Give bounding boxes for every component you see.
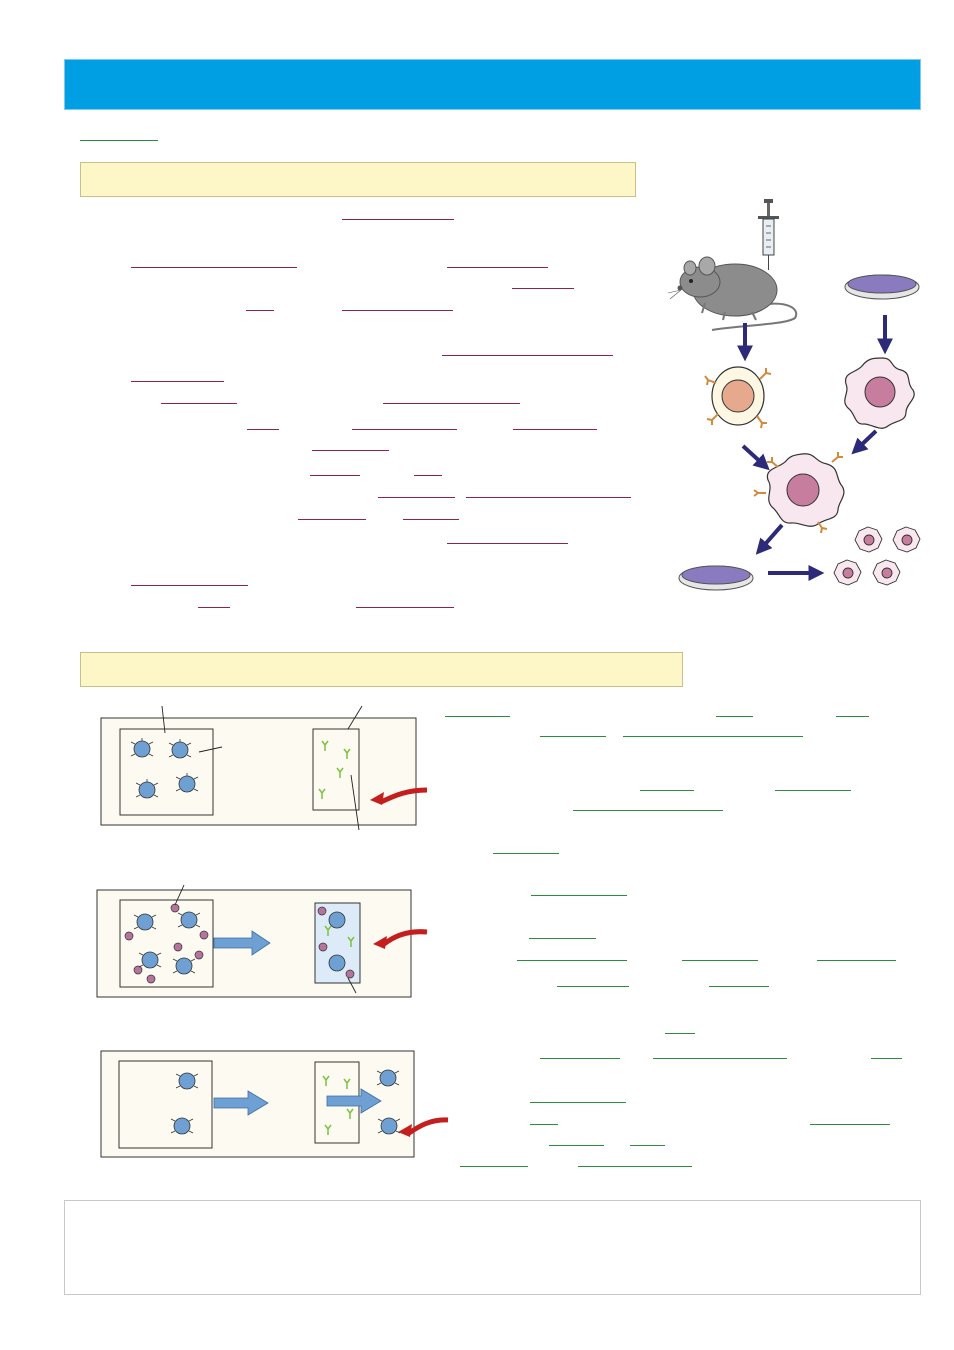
antibody-icon [318,740,351,799]
answer-blank[interactable] [871,1058,902,1059]
answer-blank[interactable] [665,1033,695,1034]
answer-blank[interactable] [447,267,548,268]
answer-blank[interactable] [836,716,869,717]
section-banner-producing [80,162,636,197]
answer-blank[interactable] [529,938,596,939]
section-banner-elisa [80,652,683,687]
answer-blank[interactable] [131,381,224,382]
answer-blank[interactable] [352,429,457,430]
answer-blank[interactable] [640,790,694,791]
answer-blank[interactable] [810,1124,890,1125]
petri-dish-icon [844,274,920,300]
answer-blank[interactable] [310,475,360,476]
answer-blank[interactable] [161,403,237,404]
answer-blank[interactable] [709,986,769,987]
elisa-panel-2 [96,884,428,998]
answer-blank[interactable] [517,960,627,961]
answer-blank[interactable] [342,219,454,220]
syringe-icon [758,199,779,270]
answer-blank[interactable] [298,519,366,520]
answer-blank[interactable] [198,607,230,608]
answer-blank[interactable] [716,716,753,717]
hybridoma-clones [833,526,921,586]
answer-blank[interactable] [653,1058,787,1059]
answer-blank[interactable] [578,1166,692,1167]
header-bar [64,59,921,110]
answer-blank[interactable] [540,736,606,737]
answer-blank[interactable] [342,310,453,311]
answer-blank[interactable] [573,810,723,811]
answer-blank[interactable] [447,543,568,544]
answer-blank[interactable] [131,267,297,268]
answer-blank[interactable] [466,497,631,498]
mouse-icon [667,256,798,331]
antibody-production-diagram [667,199,921,591]
b-cell-icon [704,366,772,429]
petri-dish-icon [678,565,754,591]
answer-blank[interactable] [530,1102,626,1103]
answer-blank[interactable] [512,288,574,289]
answer-blank[interactable] [131,585,248,586]
elisa-panel-1 [100,705,428,831]
answer-blank[interactable] [557,986,629,987]
tumour-cell-icon [844,357,915,429]
footer-box [64,1200,921,1295]
answer-blank[interactable] [630,1145,665,1146]
answer-blank[interactable] [540,1058,620,1059]
answer-blank[interactable] [445,716,510,717]
answer-blank[interactable] [383,403,520,404]
answer-blank[interactable] [312,450,389,451]
answer-blank[interactable] [513,429,597,430]
answer-blank[interactable] [414,475,442,476]
hybridoma-icon [753,452,845,534]
answer-blank[interactable] [682,960,758,961]
answer-blank[interactable] [549,1145,604,1146]
answer-blank[interactable] [460,1166,528,1167]
answer-blank[interactable] [246,310,274,311]
answer-blank[interactable] [442,355,613,356]
answer-blank[interactable] [623,736,803,737]
answer-blank[interactable] [356,607,454,608]
answer-blank[interactable] [817,960,896,961]
answer-blank[interactable] [531,895,627,896]
answer-blank[interactable] [493,853,559,854]
answer-blank[interactable] [247,429,279,430]
elisa-panel-3 [100,1050,449,1158]
answer-blank[interactable] [378,497,455,498]
answer-blank[interactable] [403,519,459,520]
intro-blank[interactable] [80,140,158,141]
answer-blank[interactable] [775,790,851,791]
answer-blank[interactable] [530,1124,558,1125]
